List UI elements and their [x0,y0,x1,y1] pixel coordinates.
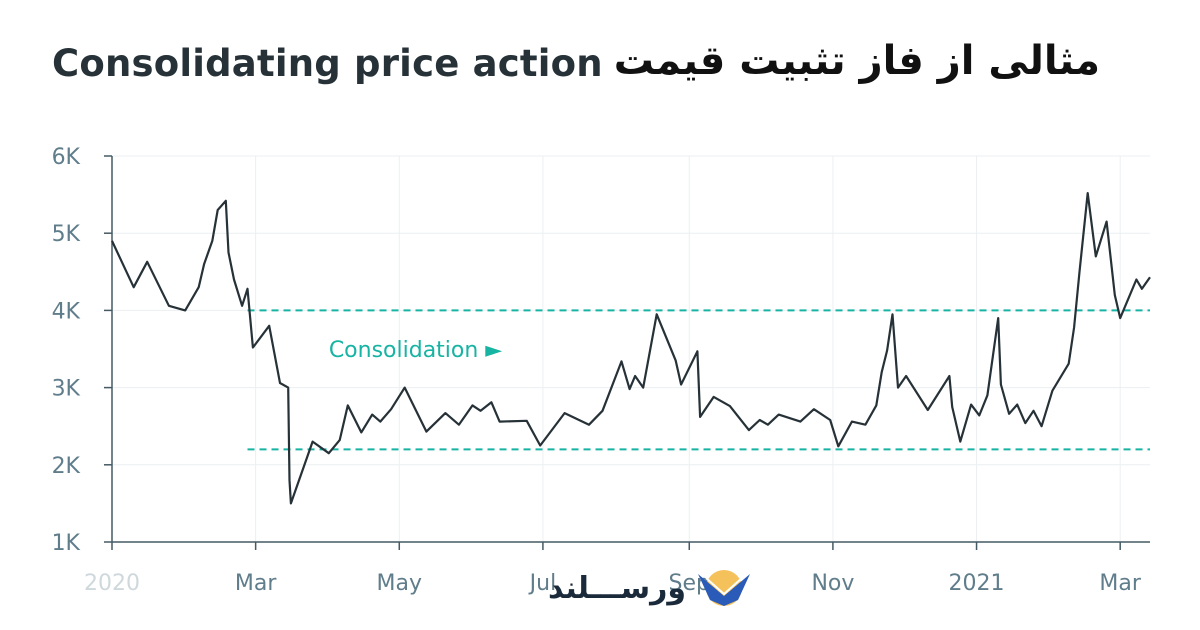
x-tick-label: Nov [811,571,854,596]
x-tick-label: May [377,571,422,596]
brand-name: ورســـلند [548,570,687,606]
chart-subtitle-fa: مثالی از فاز تثبیت قیمت [613,38,1100,84]
y-tick-label: 2K [52,454,81,479]
wings-icon [698,570,751,606]
consolidation-label: Consolidation ► [329,338,502,363]
chart-title: Consolidating price action [52,42,603,85]
y-tick-label: 3K [52,377,81,402]
axes [104,155,1150,550]
series-lines [111,192,1151,505]
consolidation-band: Consolidation ► [247,309,1150,451]
y-tick-label: 6K [52,145,81,170]
x-tick-label: Jul [528,571,557,596]
x-tick-label: Mar [1099,571,1141,596]
series-line [111,192,1151,505]
brand-logo: ورســـلند [548,566,756,610]
x-tick-label: 2021 [949,571,1005,596]
y-tick-label: 5K [52,222,81,247]
x-tick-label: 2020 [84,571,140,596]
y-tick-label: 1K [52,531,81,556]
y-tick-label: 4K [52,299,81,324]
x-tick-label: Mar [235,571,277,596]
y-tick-labels: 1K 2K 3K 4K 5K 6K [52,145,81,556]
